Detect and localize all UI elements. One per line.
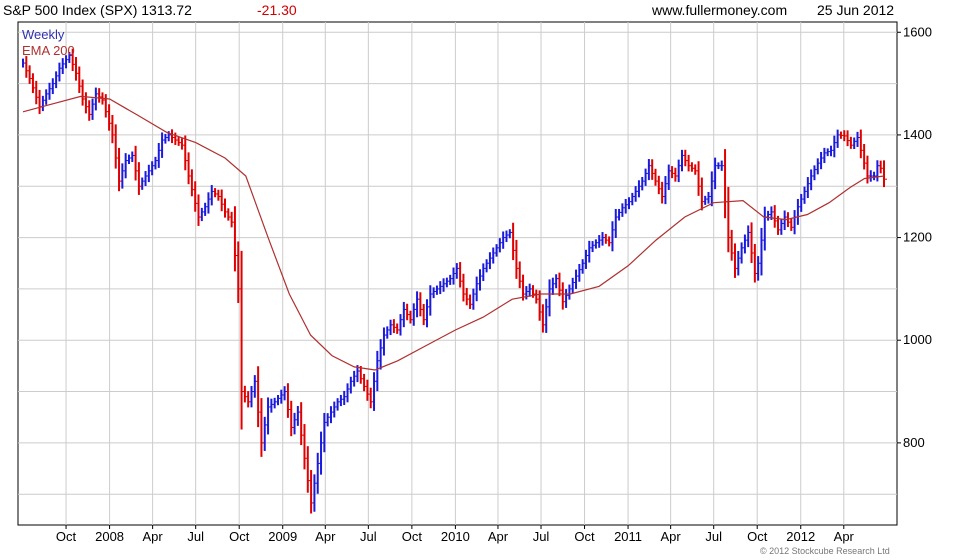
x-tick-label: Jul: [533, 529, 550, 544]
x-tick-label: 2010: [441, 529, 470, 544]
x-tick-label: 2011: [614, 529, 642, 544]
ema-200-line: [22, 95, 885, 371]
x-tick-label: Jul: [705, 529, 722, 544]
chart-date: 25 Jun 2012: [817, 2, 895, 18]
y-tick-label: 1000: [903, 332, 932, 347]
x-tick-label: Oct: [402, 529, 423, 544]
copyright-notice: © 2012 Stockcube Research Ltd: [760, 546, 890, 556]
y-tick-label: 1600: [903, 24, 932, 39]
x-tick-label: Apr: [834, 529, 855, 544]
x-tick-label: Jul: [187, 529, 204, 544]
legend-ema-200: EMA 200: [22, 43, 75, 58]
chart-header: S&P 500 Index (SPX) 1313.72 -21.30 www.f…: [0, 0, 980, 22]
x-tick-label: Oct: [574, 529, 595, 544]
x-tick-label: 2009: [268, 529, 297, 544]
site-url[interactable]: www.fullermoney.com: [652, 2, 788, 18]
x-tick-label: Apr: [488, 529, 509, 544]
x-tick-label: Apr: [315, 529, 336, 544]
x-tick-label: Apr: [143, 529, 164, 544]
y-tick-label: 800: [903, 435, 925, 450]
price-change: -21.30: [257, 2, 297, 18]
x-tick-label: Apr: [661, 529, 682, 544]
x-tick-label: Jul: [360, 529, 377, 544]
y-tick-label: 1400: [903, 127, 932, 142]
x-tick-label: Oct: [747, 529, 768, 544]
x-tick-label: 2008: [95, 529, 124, 544]
legend-weekly: Weekly: [22, 27, 65, 42]
x-tick-label: 2012: [786, 529, 815, 544]
chart-title: S&P 500 Index (SPX) 1313.72: [3, 2, 192, 18]
x-tick-label: Oct: [56, 529, 77, 544]
x-tick-label: Oct: [229, 529, 250, 544]
y-tick-label: 1200: [903, 230, 932, 245]
